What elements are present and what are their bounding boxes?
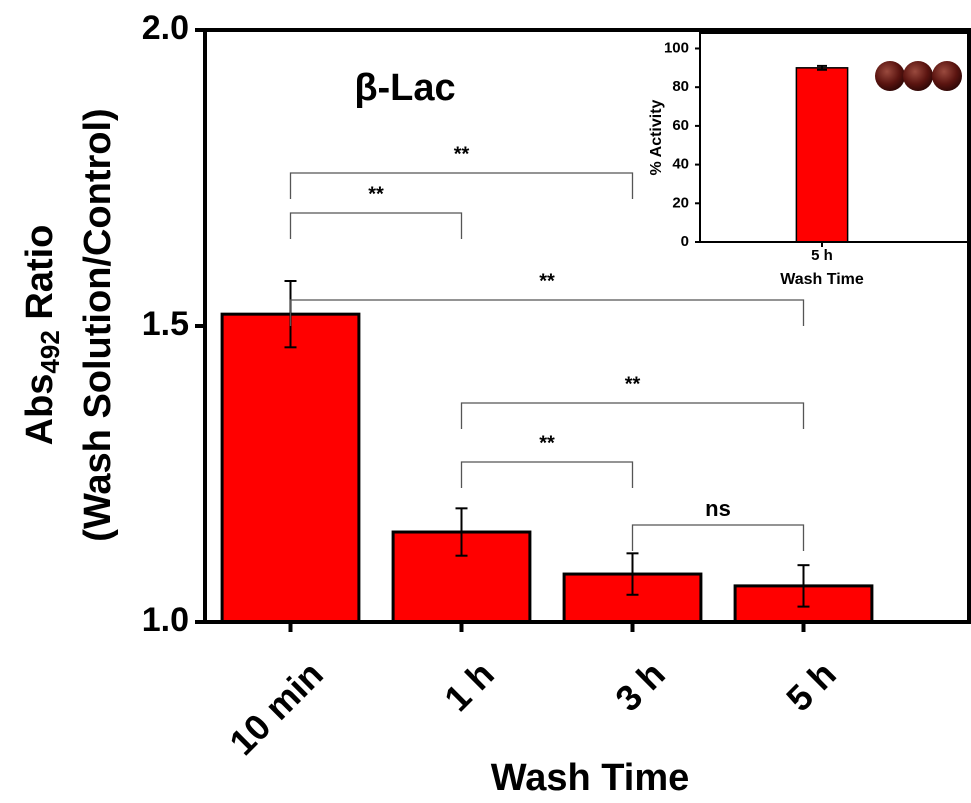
error-bar xyxy=(797,564,810,608)
y-tick-label: 1.0 xyxy=(142,601,189,639)
x-tick-label: 1 h xyxy=(436,653,502,719)
plot-frame xyxy=(203,28,971,624)
y-label-part: Abs xyxy=(19,374,61,446)
y-tick-label: 20 xyxy=(672,194,689,211)
y-tick-label: 0 xyxy=(681,233,689,250)
x-tick-label: 5 h xyxy=(811,247,833,264)
chart-title: β-Lac xyxy=(354,67,455,109)
bar xyxy=(795,67,849,243)
y-tick-label: 80 xyxy=(672,78,689,95)
significance-label: ** xyxy=(539,270,555,292)
significance-label: ** xyxy=(539,432,555,454)
significance-bracket xyxy=(460,461,634,488)
x-axis-label: Wash Time xyxy=(780,271,864,288)
error-bar xyxy=(817,64,827,71)
x-tick-label: 10 min xyxy=(221,653,331,763)
y-tick-label: 2.0 xyxy=(142,9,189,47)
y-tick-label: 60 xyxy=(672,117,689,134)
significance-label: ** xyxy=(368,183,384,205)
significance-bracket xyxy=(289,299,805,326)
bar xyxy=(220,312,361,624)
y-axis-label: % Activity xyxy=(648,99,665,175)
x-tick-label: 3 h xyxy=(607,653,673,719)
plot-frame xyxy=(699,32,969,243)
y-label-sub: 492 xyxy=(35,330,65,373)
significance-bracket xyxy=(631,524,805,551)
significance-label: ** xyxy=(454,143,470,165)
x-tick-label: 5 h xyxy=(778,653,844,719)
y-axis-label: Abs492 Ratio xyxy=(19,225,65,446)
inset-photo xyxy=(875,61,962,91)
y-tick-label: 40 xyxy=(672,156,689,173)
significance-label: ** xyxy=(625,373,641,395)
y-tick-label: 1.5 xyxy=(142,305,189,343)
y-label-part: Ratio xyxy=(19,225,61,331)
error-bar xyxy=(455,507,468,557)
significance-bracket xyxy=(289,212,463,239)
significance-bracket xyxy=(460,402,805,429)
x-axis-label: Wash Time xyxy=(491,757,690,799)
y-tick-label: 100 xyxy=(664,39,689,56)
significance-label: ns xyxy=(705,496,731,521)
y-axis-label: (Wash Solution/Control) xyxy=(77,108,119,541)
significance-bracket xyxy=(289,172,634,199)
error-bar xyxy=(626,552,639,596)
